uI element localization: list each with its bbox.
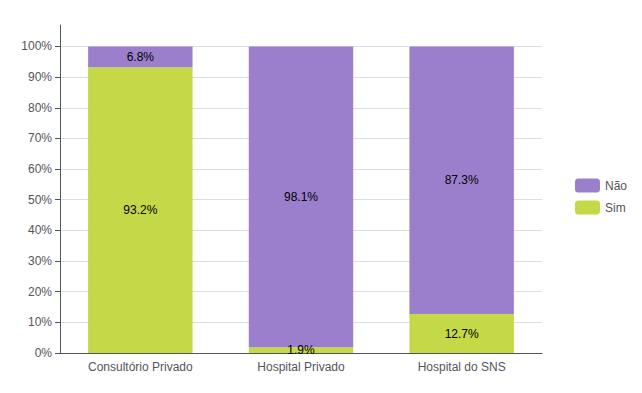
svg-text:0%: 0% — [35, 346, 53, 360]
svg-text:93.2%: 93.2% — [123, 203, 157, 217]
svg-text:Sim: Sim — [605, 201, 626, 215]
svg-text:98.1%: 98.1% — [284, 190, 318, 204]
svg-text:Hospital do SNS: Hospital do SNS — [418, 360, 506, 374]
svg-text:100%: 100% — [21, 39, 52, 53]
svg-text:6.8%: 6.8% — [127, 50, 155, 64]
svg-text:87.3%: 87.3% — [445, 173, 479, 187]
svg-text:Consultório Privado: Consultório Privado — [88, 360, 193, 374]
svg-text:20%: 20% — [28, 285, 52, 299]
svg-text:60%: 60% — [28, 162, 52, 176]
svg-text:Hospital Privado: Hospital Privado — [257, 360, 345, 374]
svg-text:50%: 50% — [28, 193, 52, 207]
svg-text:70%: 70% — [28, 131, 52, 145]
svg-text:90%: 90% — [28, 70, 52, 84]
svg-text:Não: Não — [605, 179, 627, 193]
svg-text:40%: 40% — [28, 223, 52, 237]
svg-text:12.7%: 12.7% — [445, 327, 479, 341]
svg-text:30%: 30% — [28, 254, 52, 268]
svg-text:80%: 80% — [28, 101, 52, 115]
svg-text:1.9%: 1.9% — [287, 343, 315, 357]
svg-text:10%: 10% — [28, 315, 52, 329]
